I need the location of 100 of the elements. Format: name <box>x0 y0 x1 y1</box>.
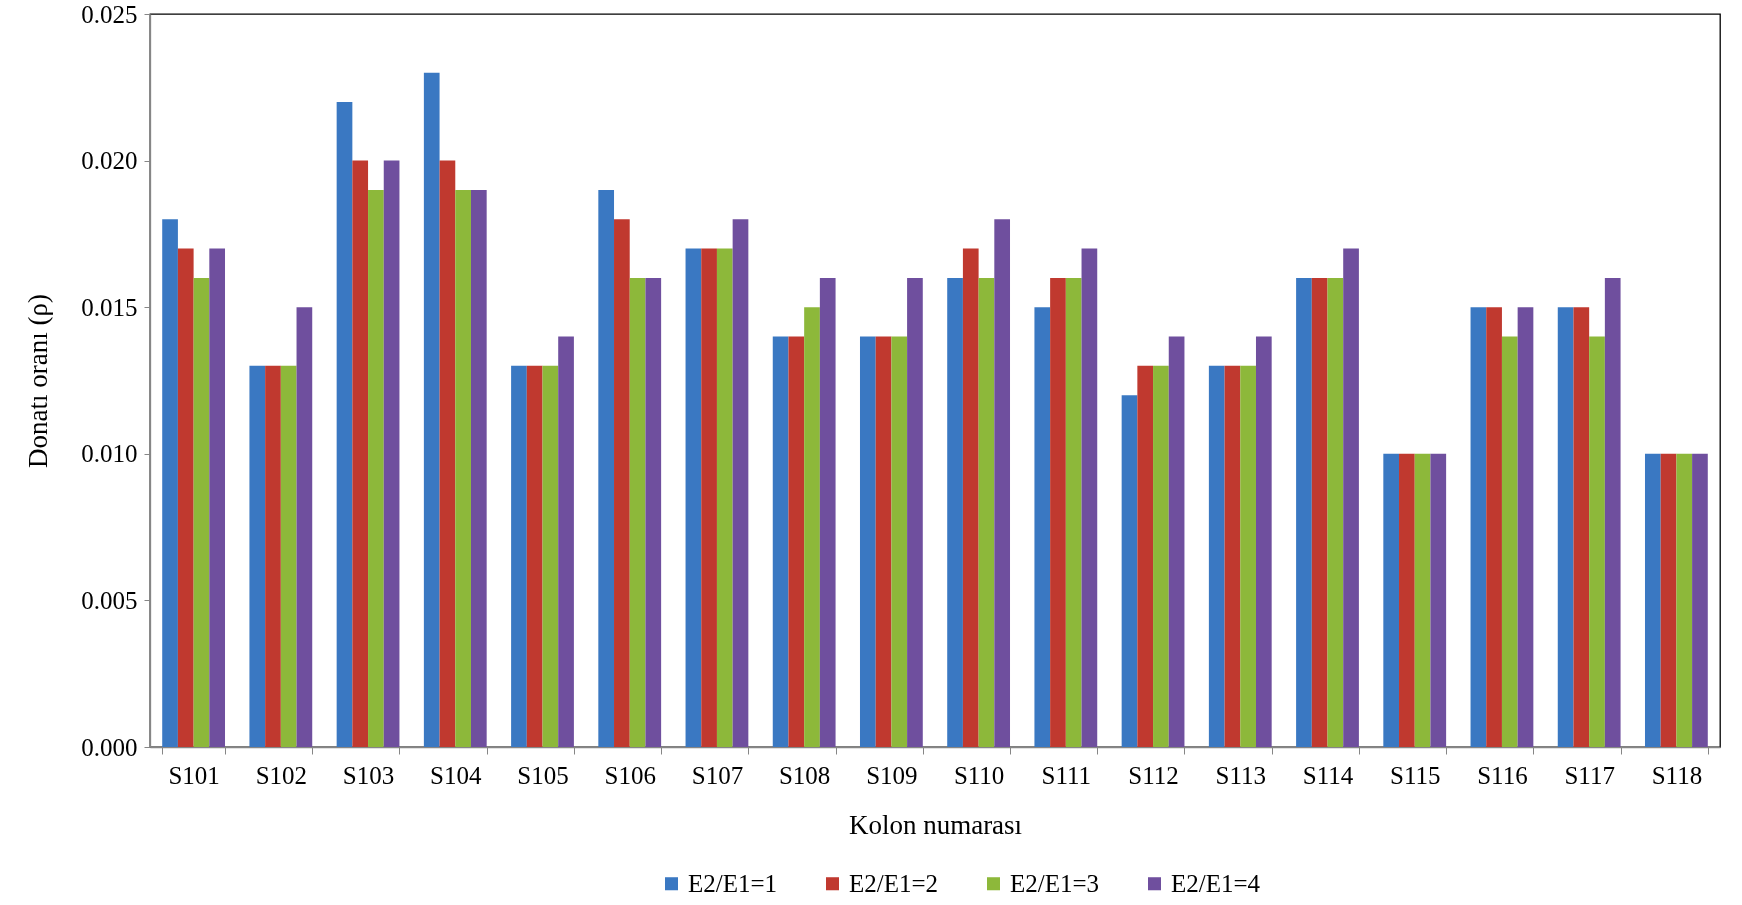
bar <box>645 277 662 747</box>
bar <box>1517 307 1534 747</box>
bar <box>1676 453 1693 747</box>
bar <box>598 189 615 747</box>
x-tick-label: S109 <box>866 761 918 789</box>
x-tick-label: S108 <box>778 761 831 789</box>
bar <box>352 160 369 747</box>
legend-label: E2/E1=3 <box>1010 869 1100 897</box>
x-tick-label: S118 <box>1651 761 1703 789</box>
bar <box>1644 453 1661 747</box>
bar <box>1168 336 1185 747</box>
bar <box>1430 453 1447 747</box>
x-tick-label: S116 <box>1477 761 1528 789</box>
bar <box>439 160 456 747</box>
bar <box>1081 248 1098 747</box>
bar <box>788 336 805 747</box>
bar <box>280 365 297 747</box>
bar <box>177 248 194 747</box>
bar <box>383 160 400 747</box>
bar <box>265 365 281 747</box>
legend-label: E2/E1=4 <box>1171 869 1261 897</box>
bar <box>1208 365 1225 747</box>
bar <box>209 248 226 747</box>
bar <box>455 189 471 747</box>
bar <box>1121 395 1138 747</box>
bar <box>1240 365 1256 747</box>
bar <box>1343 248 1359 747</box>
x-tick-label: S101 <box>168 761 220 789</box>
bar <box>701 248 717 747</box>
legend-label: E2/E1=1 <box>688 869 778 897</box>
bar <box>336 101 353 747</box>
bar <box>1486 307 1502 747</box>
bar <box>511 365 527 747</box>
bar <box>962 248 979 747</box>
bar <box>1327 277 1344 747</box>
x-tick-label: S103 <box>342 761 395 789</box>
bar <box>716 248 733 747</box>
bar <box>542 365 559 747</box>
bar <box>1296 277 1312 747</box>
bar <box>1153 365 1169 747</box>
bar <box>1692 453 1708 747</box>
legend-label: E2/E1=2 <box>849 869 939 897</box>
bar <box>1414 453 1431 747</box>
y-axis-title: Donatı oranı (ρ) <box>23 294 54 468</box>
x-tick-label: S114 <box>1302 761 1354 789</box>
bar <box>1034 307 1051 747</box>
y-tick-label: 0.020 <box>81 147 138 175</box>
bar <box>1501 336 1518 747</box>
bar <box>1224 365 1241 747</box>
x-tick-label: S107 <box>691 761 744 789</box>
bar <box>804 307 820 747</box>
bar <box>1470 307 1487 747</box>
x-tick-label: S104 <box>430 761 482 789</box>
bar <box>947 277 963 747</box>
bar <box>891 336 908 747</box>
x-tick-label: S111 <box>1041 761 1092 789</box>
bar <box>772 336 789 747</box>
bar <box>859 336 876 747</box>
bar <box>558 336 574 747</box>
bar <box>470 189 487 747</box>
bar <box>978 277 995 747</box>
bar <box>193 277 210 747</box>
y-tick-label: 0.005 <box>81 586 138 614</box>
bar <box>526 365 543 747</box>
bar <box>1050 277 1066 747</box>
bar <box>685 248 702 747</box>
x-tick-label: S105 <box>517 761 569 789</box>
bar <box>907 277 923 747</box>
bar <box>1137 365 1154 747</box>
bar <box>1604 277 1621 747</box>
bar <box>1383 453 1400 747</box>
bar <box>423 72 440 747</box>
x-tick-label: S112 <box>1128 761 1179 789</box>
bar <box>819 277 836 747</box>
bar <box>875 336 892 747</box>
bar <box>1065 277 1082 747</box>
x-tick-label: S110 <box>953 761 1005 789</box>
bar <box>614 219 630 747</box>
bar <box>994 219 1011 747</box>
bar <box>296 307 313 747</box>
bar <box>368 189 384 747</box>
bar <box>1660 453 1677 747</box>
x-tick-label: S113 <box>1215 761 1267 789</box>
bar <box>1589 336 1605 747</box>
x-tick-label: S117 <box>1564 761 1615 789</box>
bar <box>1255 336 1272 747</box>
bar <box>162 219 178 747</box>
y-tick-label: 0.015 <box>81 293 138 321</box>
bar <box>1573 307 1590 747</box>
y-tick-label: 0.000 <box>81 733 138 761</box>
y-tick-label: 0.010 <box>81 440 138 468</box>
bar <box>249 365 266 747</box>
bar <box>629 277 646 747</box>
bar <box>1311 277 1328 747</box>
bar <box>1557 307 1574 747</box>
x-axis-title: Kolon numarası <box>848 809 1023 840</box>
y-tick-label: 0.025 <box>81 0 138 28</box>
x-tick-label: S102 <box>255 761 308 789</box>
bar <box>732 219 749 747</box>
x-tick-label: S106 <box>604 761 656 789</box>
